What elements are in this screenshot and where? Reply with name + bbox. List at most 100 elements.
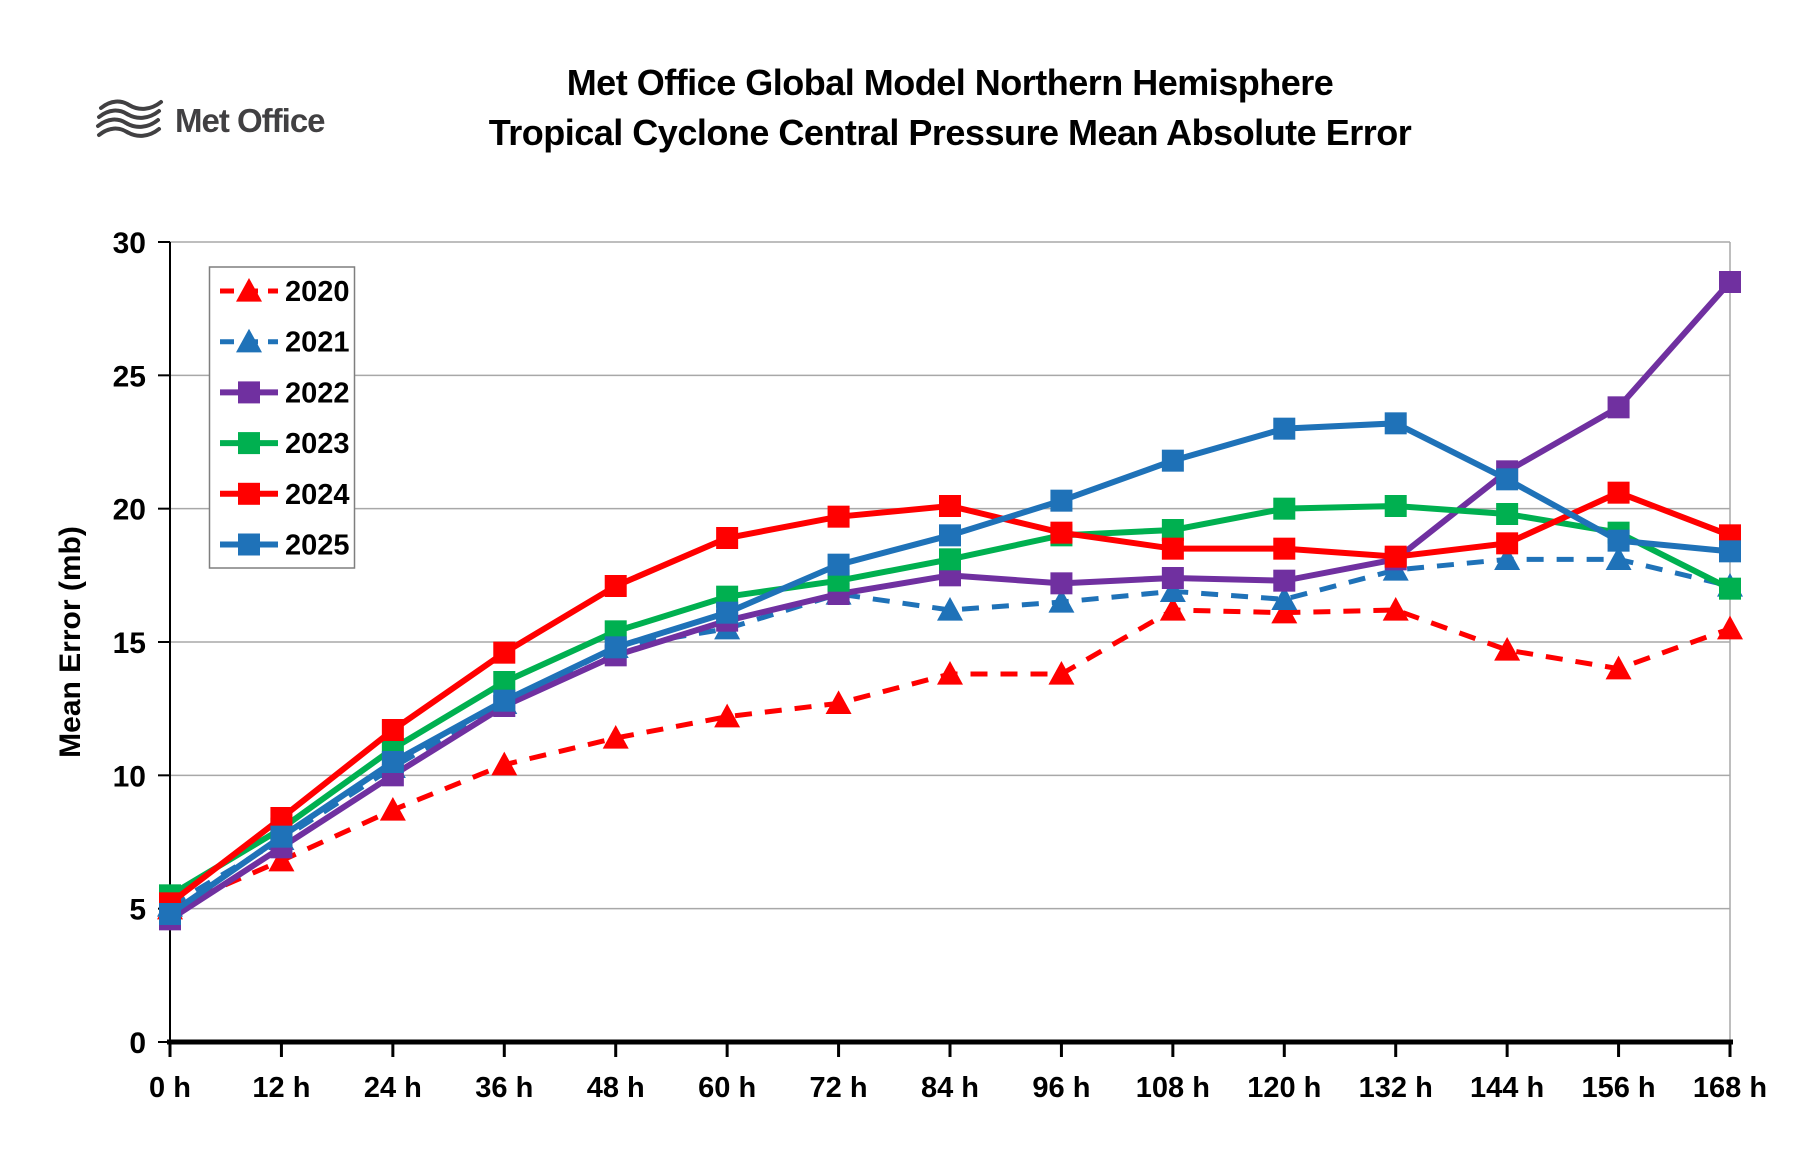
- x-tick-label: 144 h: [1470, 1072, 1544, 1104]
- data-point-triangle: [1605, 655, 1632, 680]
- y-axis-title: Mean Error (mb): [54, 526, 87, 758]
- data-point-square: [1496, 532, 1519, 555]
- legend-label-2020: 2020: [285, 276, 350, 308]
- data-point-square: [493, 671, 516, 693]
- data-point-triangle: [1048, 661, 1075, 685]
- data-point-square: [939, 495, 961, 517]
- data-point-square: [1161, 567, 1184, 589]
- data-point-square: [827, 553, 850, 576]
- data-point-square: [1496, 503, 1519, 525]
- x-tick-label: 132 h: [1359, 1072, 1433, 1104]
- x-tick-label: 72 h: [810, 1072, 868, 1104]
- data-point-square: [1161, 449, 1184, 472]
- data-point-square: [1496, 468, 1519, 491]
- data-point-square: [1161, 537, 1184, 560]
- chart-title-line2: Tropical Cyclone Central Pressure Mean A…: [488, 112, 1412, 153]
- logo-text: Met Office: [175, 102, 326, 139]
- y-tick-label: 10: [113, 760, 146, 793]
- x-tick-label: 60 h: [698, 1072, 756, 1104]
- data-point-square: [381, 719, 404, 741]
- data-point-square: [159, 903, 181, 925]
- chart-title-line1: Met Office Global Model Northern Hemisph…: [566, 62, 1334, 103]
- data-point-square: [1607, 396, 1630, 419]
- data-point-square: [238, 533, 260, 556]
- data-point-triangle: [1048, 589, 1075, 613]
- data-point-triangle: [825, 690, 852, 714]
- x-tick-label: 96 h: [1032, 1072, 1090, 1104]
- legend-item-2021: 2021: [220, 327, 350, 359]
- series-2024: [159, 481, 1741, 915]
- legend-label-2023: 2023: [285, 428, 350, 460]
- legend-item-2020: 2020: [220, 276, 350, 308]
- data-point-square: [1273, 417, 1296, 440]
- data-point-square: [493, 689, 516, 712]
- series-line-2021: [168, 556, 1731, 909]
- x-tick-label: 120 h: [1247, 1072, 1321, 1104]
- y-tick-label: 30: [113, 227, 146, 260]
- data-point-square: [1384, 412, 1407, 435]
- data-point-square: [493, 641, 516, 664]
- data-point-square: [939, 548, 961, 571]
- legend-label-2025: 2025: [285, 530, 350, 562]
- data-point-square: [1273, 569, 1296, 592]
- series-2025: [159, 412, 1741, 925]
- x-tick-label: 168 h: [1693, 1072, 1767, 1104]
- data-point-square: [1050, 572, 1073, 595]
- legend-item-2022: 2022: [220, 377, 350, 409]
- data-point-triangle: [491, 751, 518, 776]
- data-point-triangle: [1271, 599, 1298, 624]
- data-point-triangle: [937, 661, 963, 685]
- data-point-triangle: [1494, 637, 1521, 661]
- x-tick-label: 0 h: [149, 1072, 191, 1104]
- data-point-square: [238, 432, 260, 455]
- data-point-triangle: [268, 847, 295, 872]
- data-point-triangle: [236, 328, 262, 353]
- data-point-triangle: [236, 278, 262, 302]
- series-2023: [159, 495, 1741, 907]
- legend-label-2022: 2022: [285, 377, 350, 409]
- data-point-triangle: [1717, 615, 1743, 640]
- met-office-waves-icon: [96, 99, 163, 138]
- data-point-square: [1719, 577, 1741, 600]
- data-point-square: [1384, 545, 1407, 568]
- legend-label-2021: 2021: [285, 327, 350, 359]
- data-point-triangle: [714, 703, 741, 728]
- data-point-square: [238, 381, 260, 404]
- data-point-triangle: [379, 797, 406, 821]
- met-office-logo: Met Office: [95, 98, 326, 144]
- data-point-square: [1161, 519, 1184, 541]
- legend-item-2025: 2025: [220, 530, 350, 562]
- y-tick-label: 15: [113, 627, 146, 660]
- data-point-triangle: [602, 725, 629, 749]
- legend-box: [208, 266, 356, 569]
- data-point-square: [1050, 521, 1073, 544]
- data-point-triangle: [1159, 578, 1186, 602]
- data-point-triangle: [1271, 586, 1298, 610]
- data-point-triangle: [1382, 597, 1409, 621]
- legend-label-2024: 2024: [285, 479, 350, 511]
- x-tick-label: 36 h: [475, 1072, 533, 1104]
- data-point-square: [1607, 529, 1630, 552]
- data-point-square: [381, 751, 404, 773]
- x-tick-label: 108 h: [1136, 1072, 1210, 1104]
- data-point-triangle: [1159, 597, 1186, 621]
- data-point-triangle: [1494, 546, 1521, 570]
- x-tick-label: 84 h: [921, 1072, 979, 1104]
- data-point-triangle: [937, 597, 963, 621]
- data-point-square: [270, 825, 293, 848]
- data-point-square: [1719, 540, 1741, 563]
- data-point-square: [1719, 271, 1741, 293]
- data-point-square: [1384, 495, 1407, 517]
- y-tick-label: 25: [113, 360, 146, 393]
- data-point-square: [1273, 497, 1296, 520]
- y-tick-label: 20: [113, 494, 146, 527]
- x-tick-label: 48 h: [587, 1072, 645, 1104]
- data-point-square: [716, 601, 739, 624]
- data-point-square: [604, 575, 627, 597]
- legend-item-2024: 2024: [220, 479, 350, 511]
- data-point-square: [270, 807, 293, 829]
- legend: 2020 2021 2022 2023 2024 2025: [208, 266, 356, 569]
